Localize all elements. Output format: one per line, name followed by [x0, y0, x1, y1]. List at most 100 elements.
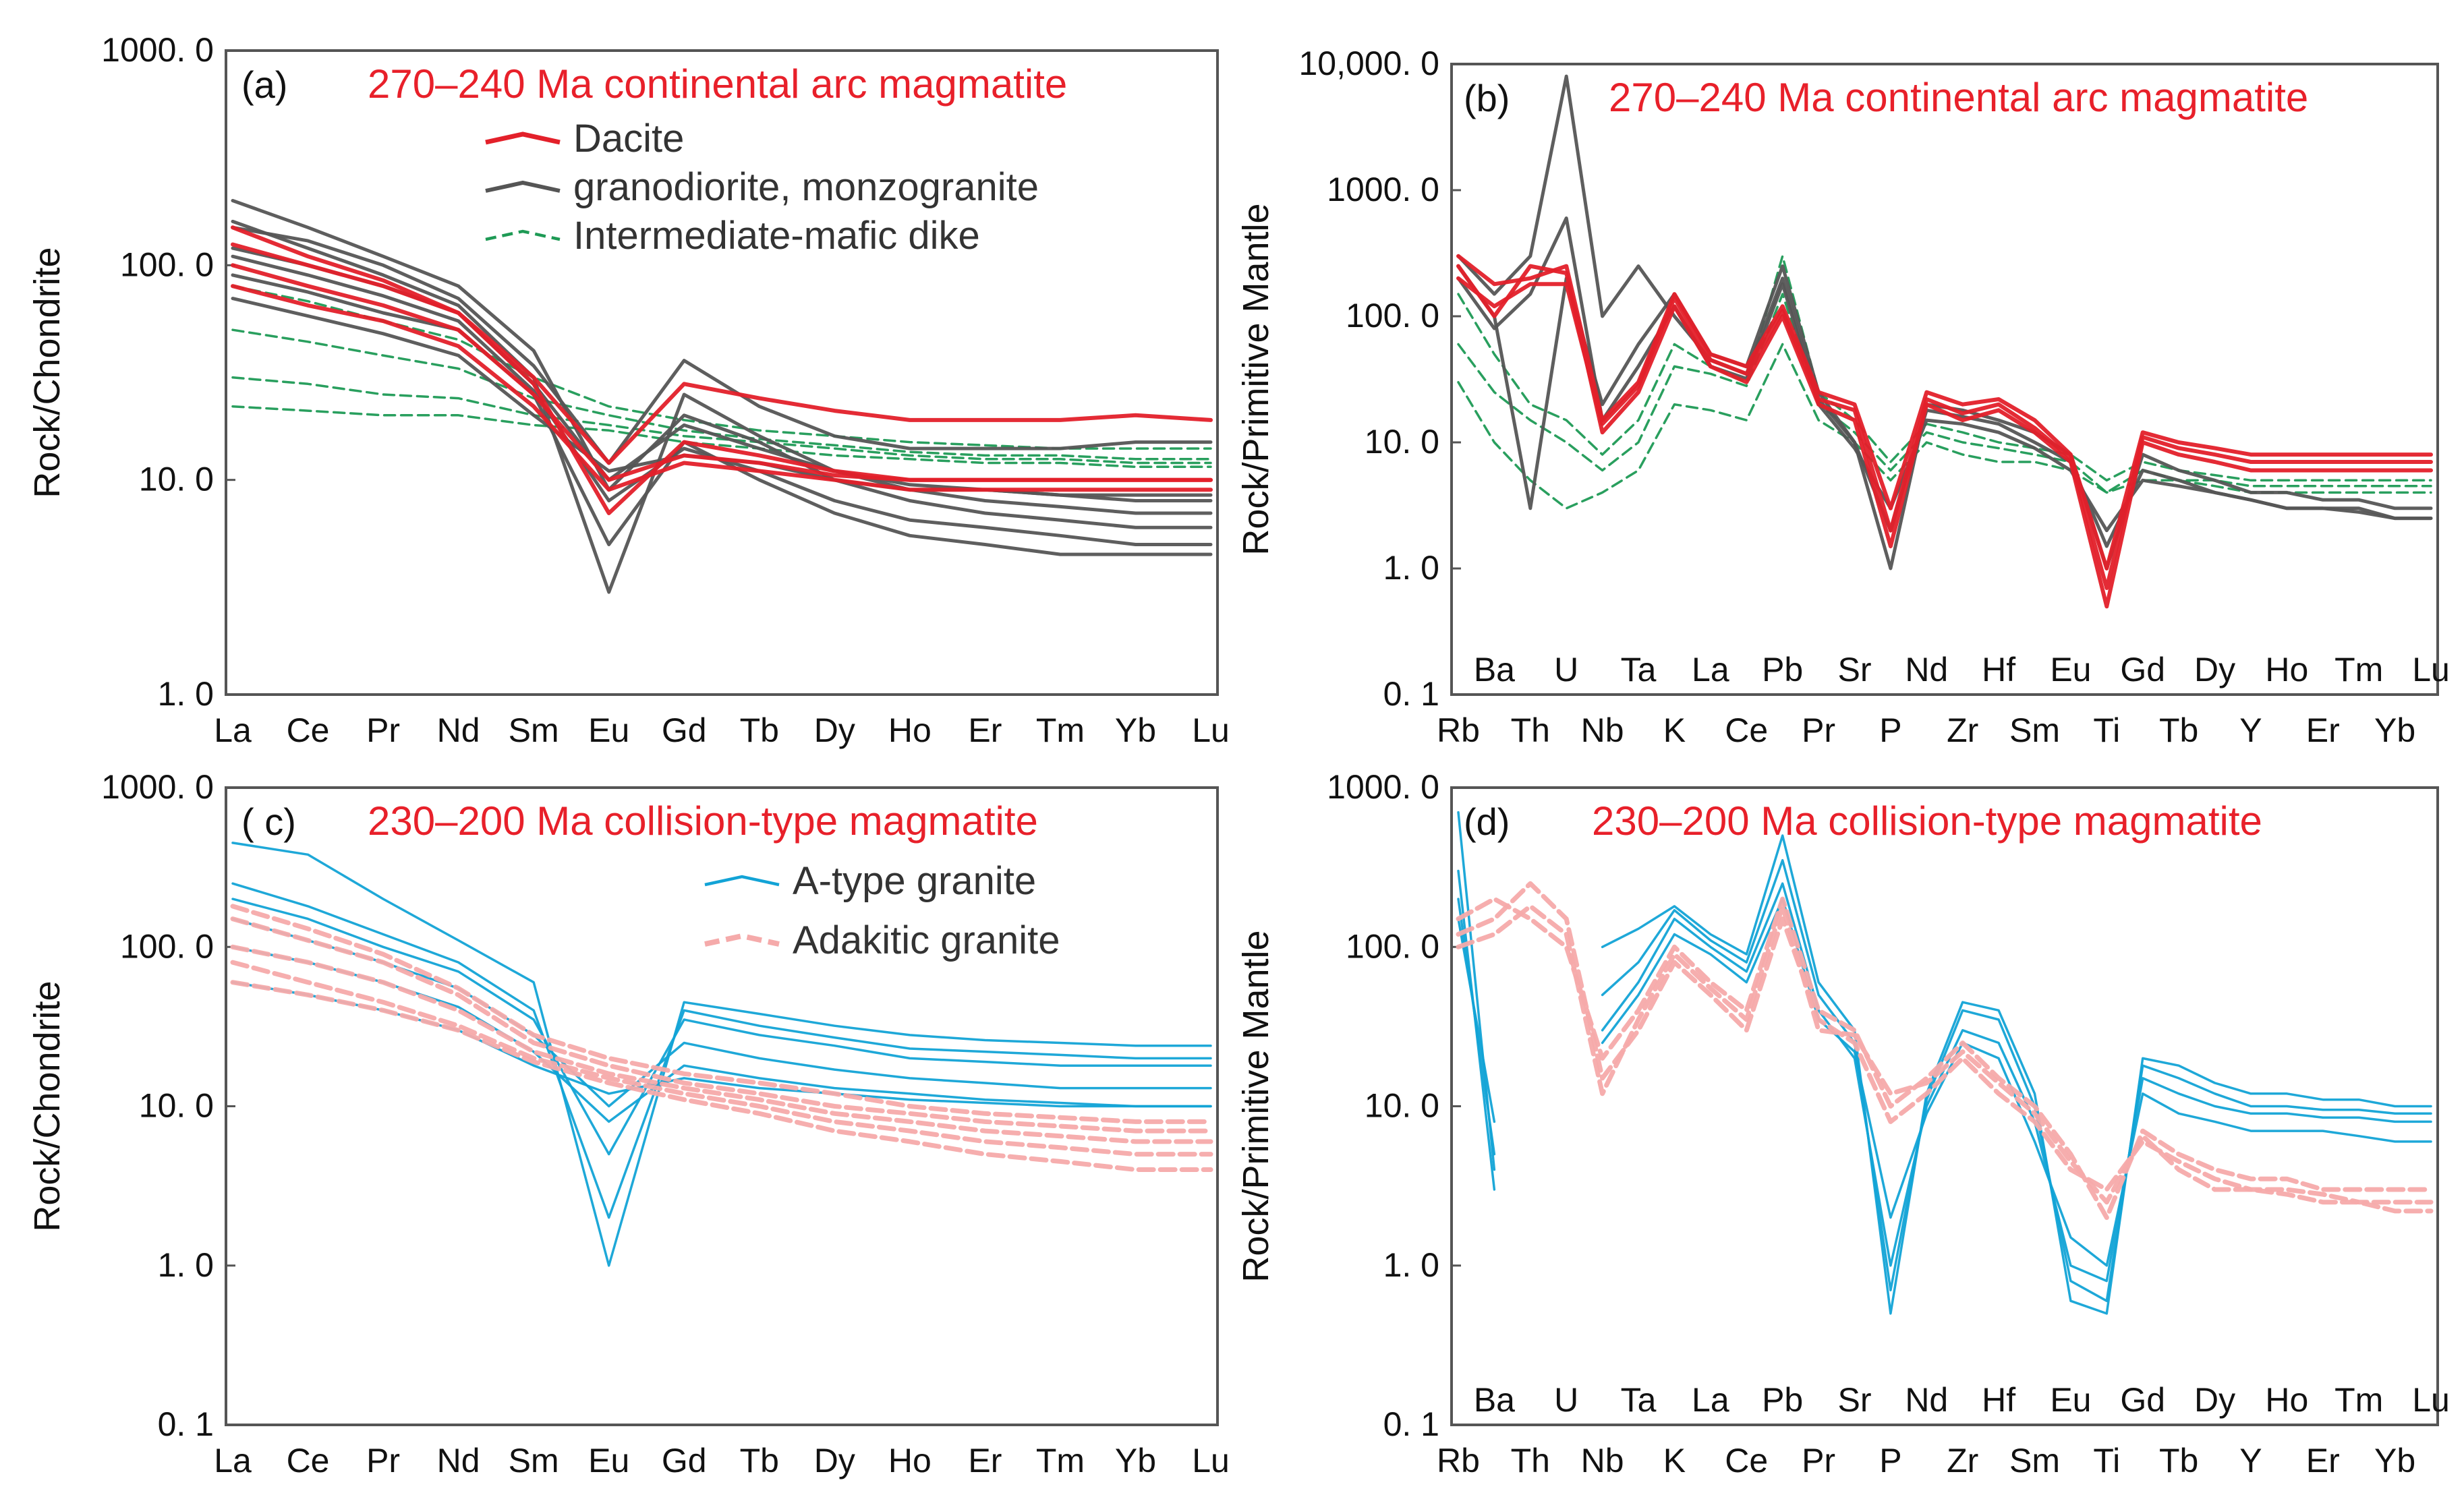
- y-tick-label: 1000. 0: [101, 31, 214, 69]
- x-tick-label: Nd: [1905, 1381, 1948, 1419]
- x-tick-label: Lu: [2412, 1381, 2450, 1419]
- x-tick-label: Nb: [1581, 1442, 1624, 1479]
- series-line-dike: [1457, 343, 2432, 510]
- series-line-dacite: [231, 284, 1213, 492]
- series-line-dacite: [1456, 264, 2433, 609]
- panel-tag: ( c): [241, 800, 296, 843]
- x-tick-label: Nd: [1905, 651, 1948, 688]
- series-line-dike: [1457, 293, 2432, 494]
- x-tick-label: P: [1879, 711, 1901, 749]
- legend-swatch: [485, 180, 561, 193]
- x-tick-label: Dy: [814, 1442, 855, 1479]
- x-tick-label: Th: [1511, 711, 1550, 749]
- x-tick-label: Ti: [2093, 1442, 2120, 1479]
- x-tick-label: Pr: [366, 1442, 400, 1479]
- x-tick-label: Pr: [1802, 711, 1835, 749]
- x-tick-label: Er: [2306, 1442, 2340, 1479]
- x-tick-label: Yb: [1115, 711, 1156, 749]
- series-line-granodiorite: [231, 219, 1213, 594]
- panel-tag: (b): [1464, 77, 1510, 119]
- series-line-a_type: [231, 842, 1212, 1267]
- panel-title: 270–240 Ma continental arc magmatite: [368, 61, 1067, 107]
- series-line-dike: [231, 376, 1212, 465]
- series-line-granodiorite: [231, 199, 1213, 529]
- x-tick-label: Ho: [2265, 651, 2308, 688]
- y-tick-label: 1000. 0: [1327, 768, 1439, 806]
- x-tick-label: Tm: [1036, 711, 1085, 749]
- x-tick-label: Ce: [287, 1442, 330, 1479]
- x-tick-label: Dy: [814, 711, 855, 749]
- x-tick-label: Pb: [1762, 1381, 1803, 1419]
- plot-frame: [225, 49, 1219, 696]
- y-axis-title: Rock/Primitive Mantle: [1236, 203, 1276, 555]
- x-tick-label: Sm: [509, 1442, 559, 1479]
- legend-entry: Adakitic granite: [793, 918, 1060, 962]
- series-line-dike: [1457, 255, 2432, 482]
- series-line-granodiorite: [1456, 74, 2433, 548]
- x-tick-label: K: [1663, 1442, 1686, 1479]
- y-tick-label: 10. 0: [1365, 423, 1439, 461]
- x-tick-label: Yb: [1115, 1442, 1156, 1479]
- legend-swatch: [485, 229, 561, 241]
- x-tick-label: Sr: [1837, 651, 1871, 688]
- series-line-dacite: [231, 242, 1213, 465]
- y-tick-label: 10,000. 0: [1298, 45, 1439, 82]
- panel-title: 270–240 Ma continental arc magmatite: [1609, 75, 2308, 120]
- x-tick-label: Eu: [2050, 651, 2091, 688]
- x-tick-label: Zr: [1947, 1442, 1978, 1479]
- legend-swatch: [485, 131, 561, 145]
- x-tick-label: Ce: [287, 711, 330, 749]
- series-line-a_type: [231, 945, 1212, 1123]
- legend-entry: A-type granite: [793, 859, 1036, 903]
- x-tick-label: Tm: [2334, 651, 2383, 688]
- x-tick-label: La: [214, 711, 252, 749]
- x-tick-label: Gd: [2120, 651, 2165, 688]
- x-tick-label: Dy: [2194, 1381, 2235, 1419]
- series-line-a_type: [1457, 898, 2432, 1267]
- series-line-dacite: [1456, 276, 2433, 590]
- x-tick-label: Sm: [2009, 1442, 2060, 1479]
- x-tick-label: Sm: [509, 711, 559, 749]
- x-tick-label: Gd: [662, 1442, 707, 1479]
- x-tick-label: Rb: [1437, 1442, 1480, 1479]
- x-tick-label: La: [1692, 651, 1729, 688]
- y-tick-label: 10. 0: [139, 461, 214, 498]
- x-tick-label: Hf: [1982, 651, 2015, 688]
- x-tick-label: Tb: [740, 1442, 779, 1479]
- x-tick-label: Ho: [888, 711, 932, 749]
- x-tick-label: Dy: [2194, 651, 2235, 688]
- y-tick-label: 1000. 0: [101, 768, 214, 806]
- x-tick-label: Nd: [437, 1442, 480, 1479]
- series-line-a_type: [1457, 811, 2432, 1315]
- legend-entry: Intermediate-mafic dike: [573, 214, 980, 258]
- x-tick-label: Eu: [588, 711, 629, 749]
- series-line-adakitic: [230, 916, 1213, 1134]
- y-tick-label: 0. 1: [158, 1405, 214, 1443]
- series-line-dike: [231, 328, 1212, 461]
- x-tick-label: Yb: [2374, 1442, 2415, 1479]
- x-tick-label: Tm: [2334, 1381, 2383, 1419]
- y-axis-title: Rock/Chondrite: [27, 247, 67, 498]
- x-tick-label: Sr: [1837, 1381, 1871, 1419]
- y-tick-label: 1. 0: [158, 675, 214, 713]
- series-line-dacite: [231, 263, 1213, 482]
- x-tick-label: Er: [968, 1442, 1002, 1479]
- y-tick-label: 100. 0: [1346, 297, 1439, 334]
- x-tick-label: Ba: [1474, 651, 1515, 688]
- x-tick-label: Sm: [2009, 711, 2060, 749]
- x-tick-label: Ta: [1621, 651, 1657, 688]
- x-tick-label: Er: [968, 711, 1002, 749]
- y-tick-label: 1. 0: [1383, 549, 1439, 587]
- x-tick-label: U: [1554, 651, 1578, 688]
- panel-b: 10,000. 0 1000. 0 100. 0 10. 0 1. 0 0. 1Rb Ba T…: [1236, 45, 2450, 749]
- x-tick-label: Pb: [1762, 651, 1803, 688]
- x-tick-label: La: [214, 1442, 252, 1479]
- x-tick-label: Tb: [2159, 1442, 2198, 1479]
- series-line-a_type: [1457, 858, 2432, 1302]
- y-tick-label: 100. 0: [120, 245, 214, 283]
- x-tick-label: P: [1879, 1442, 1901, 1479]
- panel-a: 1000. 0 100. 0 10. 0 1. 0La Ce Pr Nd Sm Eu Gd Tb Dy…: [27, 31, 1230, 749]
- series-line-granodiorite: [231, 254, 1213, 546]
